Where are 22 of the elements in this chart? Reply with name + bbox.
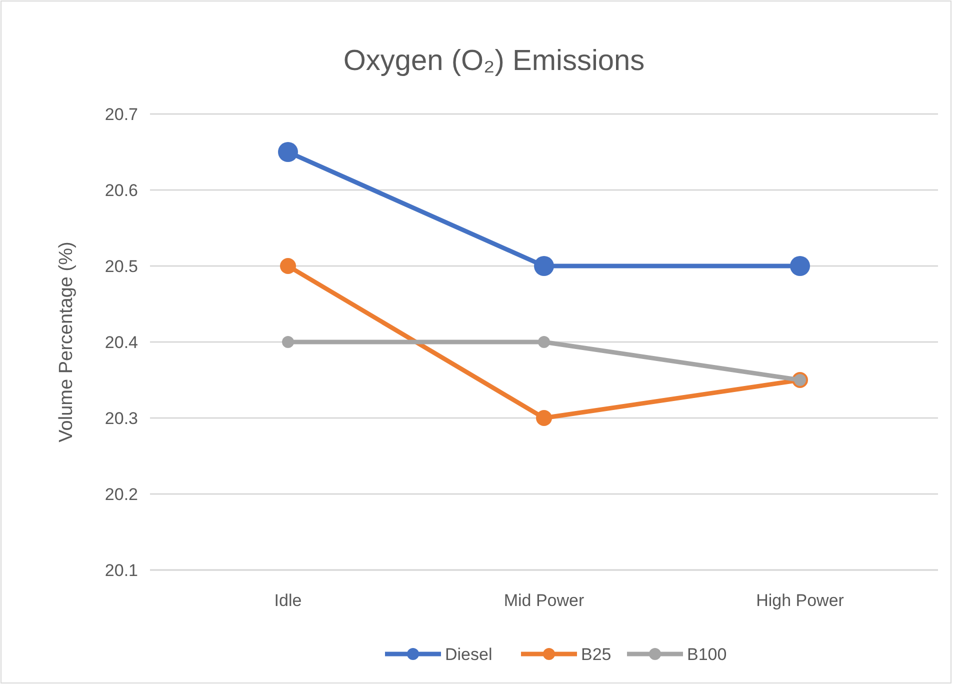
legend-label: B25: [581, 644, 612, 664]
y-tick-label: 20.2: [104, 484, 138, 504]
point: [278, 142, 298, 162]
y-tick-label: 20.1: [104, 560, 138, 580]
point: [534, 256, 554, 276]
y-tick-label: 20.4: [104, 332, 138, 352]
y-tick-label: 20.5: [104, 256, 138, 276]
y-tick-label: 20.7: [104, 104, 138, 124]
point: [790, 256, 810, 276]
y-axis-title: Volume Percentage (%): [56, 242, 77, 442]
point: [538, 336, 550, 348]
x-tick-label: High Power: [756, 591, 844, 610]
point: [536, 410, 552, 426]
point: [282, 336, 294, 348]
point: [280, 258, 296, 274]
legend-label: Diesel: [445, 644, 492, 664]
x-tick-label: Mid Power: [504, 591, 584, 610]
y-tick-label: 20.3: [104, 408, 138, 428]
legend-label: B100: [687, 644, 727, 664]
x-tick-label: Idle: [274, 591, 302, 610]
y-tick-label: 20.6: [104, 180, 138, 200]
chart-title: Oxygen (O₂) Emissions: [343, 45, 645, 77]
